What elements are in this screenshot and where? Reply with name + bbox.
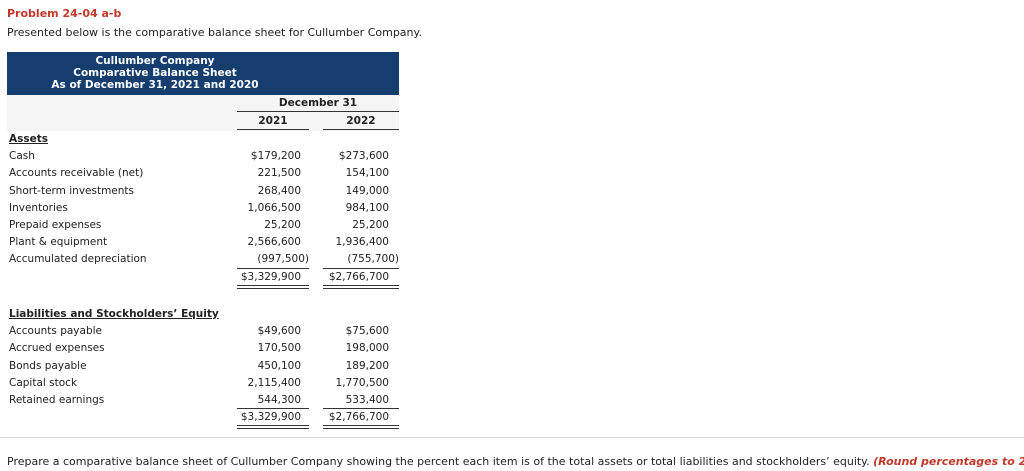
amount: $179,200 (250, 150, 301, 163)
amount: (997,500) (257, 253, 309, 266)
row-label: Prepaid expenses (9, 219, 102, 231)
section-heading: Assets (9, 133, 49, 145)
amount: 1,936,400 (335, 236, 389, 249)
instruction-emphasis: (Round percentages to 2 (873, 455, 1024, 468)
row-label: Accumulated depreciation (9, 253, 147, 266)
instruction-text: Prepare a comparative balance sheet of C… (7, 455, 870, 468)
row-label: Plant & equipment (9, 236, 108, 249)
amount: 170,500 (257, 342, 301, 355)
row-label: Retained earnings (9, 394, 105, 406)
rule (323, 408, 399, 410)
row-label: Accrued expenses (9, 342, 105, 355)
amount: 1,770,500 (335, 376, 389, 389)
double-rule (237, 425, 309, 430)
amount: $2,766,700 (328, 411, 389, 424)
amount: 984,100 (345, 201, 389, 214)
column-header: 2022 (346, 115, 376, 127)
amount: 268,400 (257, 184, 301, 197)
statement: Comparative Balance Sheet (73, 67, 237, 79)
amount: 533,400 (345, 394, 389, 406)
amount: 1,066,500 (247, 201, 301, 214)
rule (237, 267, 309, 269)
company: Cullumber Company (95, 55, 215, 67)
row-label: Bonds payable (9, 359, 87, 372)
amount: 149,000 (345, 184, 389, 197)
amount: $75,600 (345, 325, 389, 338)
amount: 2,115,400 (247, 376, 301, 389)
row-label: Short-term investments (9, 184, 135, 197)
row-label: Inventories (9, 201, 68, 214)
rule (237, 111, 399, 112)
column-header: 2021 (258, 115, 288, 127)
amount: 544,300 (257, 394, 301, 406)
rule (323, 129, 399, 130)
row-label: Accounts receivable (net) (9, 167, 144, 180)
rule (237, 129, 309, 130)
amount: 154,100 (345, 167, 389, 180)
amount: 198,000 (345, 342, 389, 355)
column-band (7, 95, 399, 131)
intro: Presented below is the comparative balan… (7, 26, 422, 39)
rule (237, 408, 309, 410)
amount: $49,600 (257, 325, 301, 338)
period: December 31 (278, 97, 358, 109)
amount: 25,200 (264, 219, 301, 231)
rule (323, 267, 399, 269)
instructions: Prepare a comparative balance sheet of C… (7, 455, 1024, 468)
double-rule (323, 284, 399, 289)
amount: 450,100 (257, 359, 301, 372)
problem-title: Problem 24-04 a-b (7, 7, 122, 20)
date: As of December 31, 2021 and 2020 (51, 79, 259, 91)
amount: $273,600 (338, 150, 389, 163)
amount: $3,329,900 (240, 411, 301, 424)
row-label: Capital stock (9, 376, 78, 389)
amount: 221,500 (257, 167, 301, 180)
row-label: Accounts payable (9, 325, 102, 338)
amount: $2,766,700 (328, 270, 389, 283)
separator (0, 437, 1024, 438)
row-label: Cash (9, 150, 35, 163)
double-rule (237, 284, 309, 289)
table-header: Cullumber Company Comparative Balance Sh… (7, 52, 399, 95)
amount: 25,200 (352, 219, 389, 231)
amount: 2,566,600 (247, 236, 301, 249)
amount: (755,700) (347, 253, 399, 266)
double-rule (323, 425, 399, 430)
section-heading: Liabilities and Stockholders’ Equity (9, 308, 219, 320)
amount: 189,200 (345, 359, 389, 372)
amount: $3,329,900 (240, 270, 301, 283)
